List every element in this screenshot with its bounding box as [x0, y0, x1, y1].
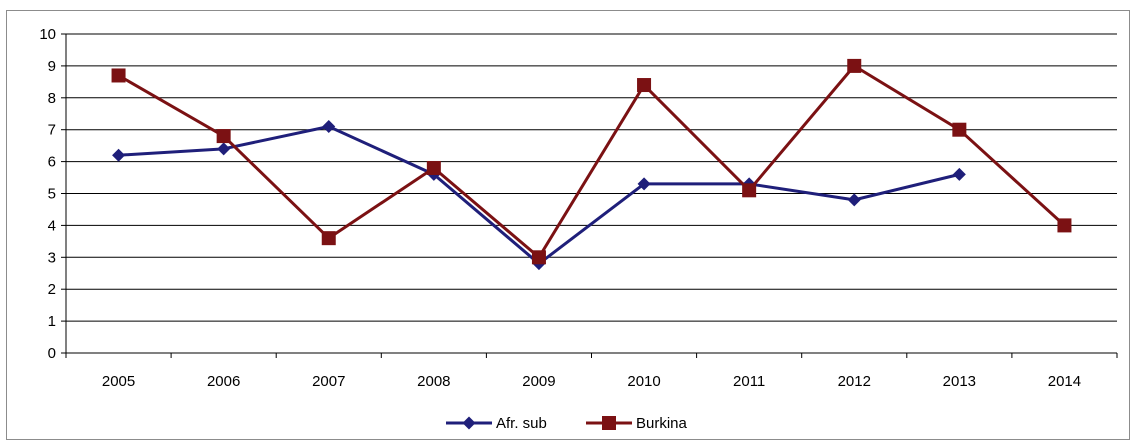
- y-tick-label: 5: [48, 186, 56, 203]
- data-point: [1057, 218, 1072, 233]
- data-point: [847, 58, 862, 73]
- y-tick-labels: 0 1 2 3 4 5 6 7 8 9 10: [39, 26, 56, 362]
- x-tick-label: 2007: [312, 373, 345, 390]
- legend-label: Burkina: [636, 415, 688, 432]
- data-point: [742, 183, 757, 198]
- data-point: [321, 231, 336, 246]
- y-tick-label: 10: [39, 26, 56, 43]
- series-line: [117, 64, 1066, 259]
- legend-item: Burkina: [586, 415, 688, 432]
- x-tick-label: 2005: [102, 373, 135, 390]
- y-tick-label: 4: [48, 217, 56, 234]
- data-point: [952, 167, 966, 181]
- legend-marker: [602, 416, 616, 430]
- data-point: [531, 250, 546, 265]
- data-point: [637, 177, 651, 191]
- y-tick-label: 8: [48, 90, 56, 107]
- x-tick-label: 2009: [522, 373, 555, 390]
- axes: [61, 33, 1118, 358]
- x-tick-label: 2010: [627, 373, 660, 390]
- data-point: [637, 78, 652, 93]
- data-point: [111, 68, 126, 83]
- legend-marker: [462, 416, 476, 430]
- legend: Afr. sub Burkina: [446, 415, 688, 432]
- data-point: [952, 122, 967, 137]
- x-tick-label: 2008: [417, 373, 450, 390]
- y-tick-label: 2: [48, 281, 56, 298]
- legend-item: Afr. sub: [446, 415, 547, 432]
- y-tick-label: 1: [48, 313, 56, 330]
- y-tick-label: 0: [48, 345, 56, 362]
- x-tick-labels: 2005 2006 2007 2008 2009 2010 2011 2012 2013 2014: [102, 373, 1081, 390]
- x-tick-label: 2013: [943, 373, 976, 390]
- data-point: [216, 129, 231, 144]
- series-line: [118, 125, 960, 266]
- y-tick-label: 3: [48, 249, 56, 266]
- series-afr-sub: [112, 120, 966, 271]
- legend-label: Afr. sub: [496, 415, 547, 432]
- data-point: [322, 120, 336, 134]
- x-tick-label: 2011: [733, 373, 765, 390]
- data-point: [426, 160, 441, 175]
- data-point: [112, 148, 126, 162]
- y-tick-label: 7: [48, 122, 56, 139]
- series-burkina: [111, 58, 1072, 265]
- x-tick-label: 2006: [207, 373, 240, 390]
- y-tick-label: 9: [48, 58, 56, 75]
- data-point: [217, 142, 231, 156]
- data-point: [847, 193, 861, 207]
- y-tick-label: 6: [48, 154, 56, 171]
- series-layer: [111, 58, 1072, 271]
- x-tick-label: 2014: [1048, 373, 1081, 390]
- gridlines: [66, 33, 1117, 322]
- x-tick-label: 2012: [838, 373, 871, 390]
